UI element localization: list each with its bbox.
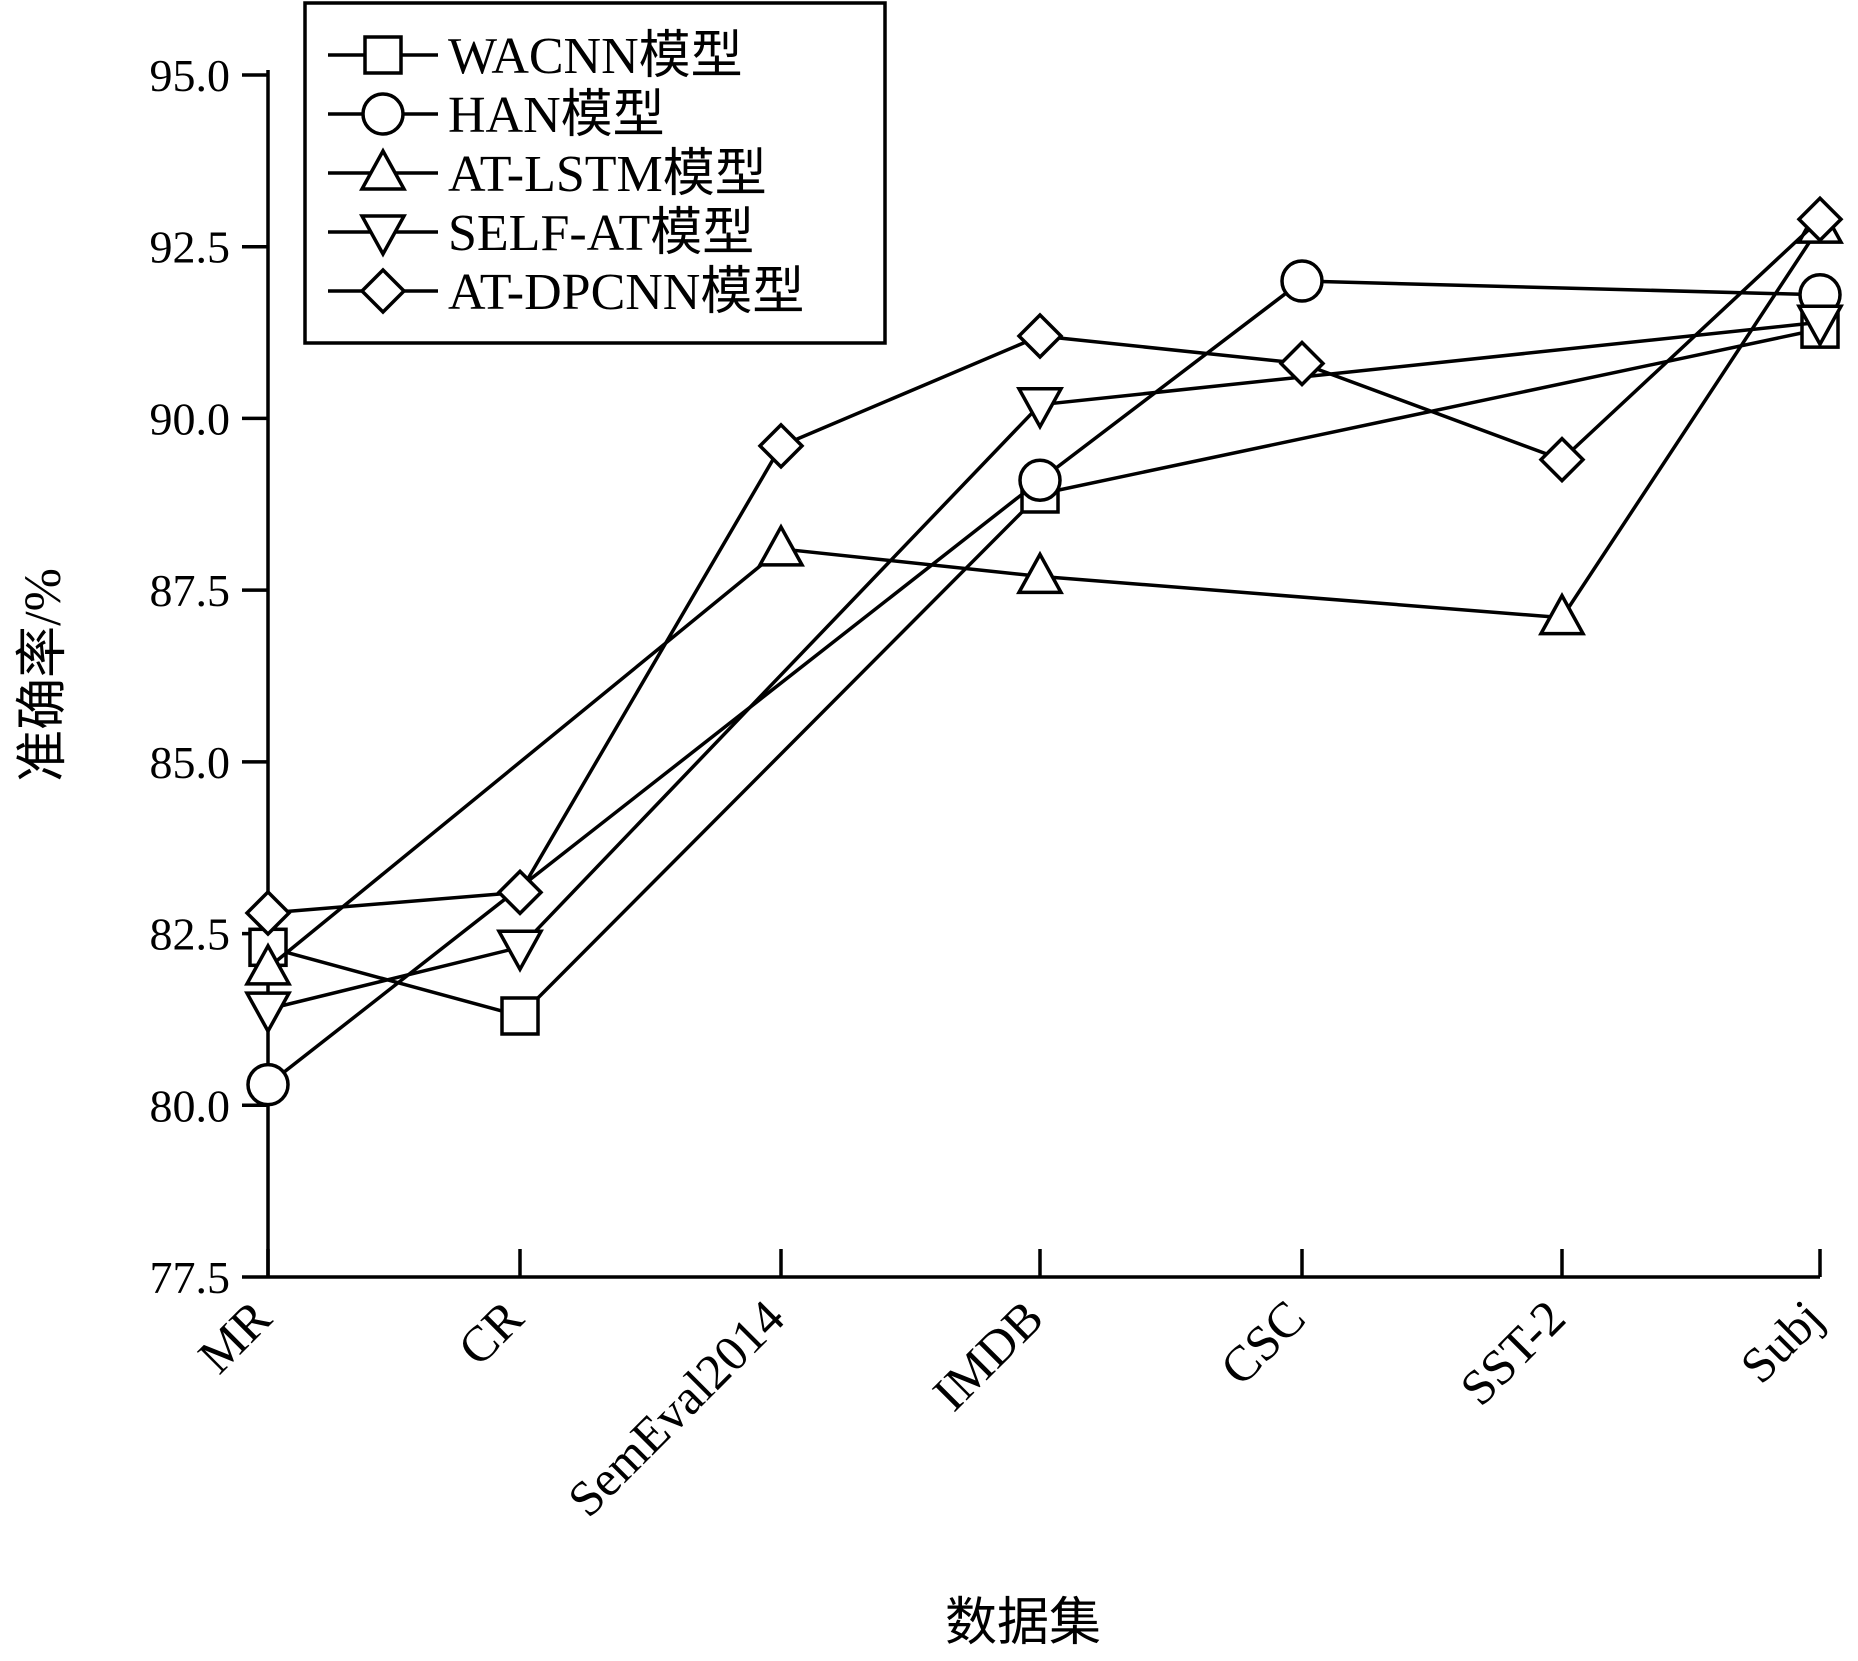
x-tick-label: IMDB xyxy=(922,1289,1054,1421)
legend-label: AT-DPCNN模型 xyxy=(448,264,804,321)
legend-label: HAN模型 xyxy=(448,87,665,144)
data-point xyxy=(757,422,805,470)
series-line xyxy=(266,279,1821,1087)
y-tick-label: 77.5 xyxy=(150,1252,231,1303)
data-point xyxy=(1278,340,1326,387)
y-tick-label: 95.0 xyxy=(150,50,231,101)
data-point xyxy=(246,1062,290,1107)
series-line xyxy=(267,320,1821,1011)
legend-marker xyxy=(359,267,407,315)
x-tick-label: CSC xyxy=(1209,1289,1315,1395)
legend-marker xyxy=(359,147,407,191)
x-tick-label: SemEval2014 xyxy=(557,1289,795,1527)
legend-marker xyxy=(363,35,403,75)
x-tick-label: CR xyxy=(447,1289,534,1376)
x-axis-title: 数据集 xyxy=(945,1595,1101,1652)
legend-entry: SELF-AT模型 xyxy=(328,205,754,262)
x-tick-label: Subj xyxy=(1729,1289,1833,1393)
data-point xyxy=(244,889,292,937)
y-axis-title: 准确率/% xyxy=(15,568,72,782)
data-point xyxy=(1796,195,1844,243)
x-tick-label: SST-2 xyxy=(1449,1289,1576,1416)
y-tick-label: 87.5 xyxy=(150,565,231,616)
data-point xyxy=(496,868,544,916)
legend-entry: WACNN模型 xyxy=(328,28,743,85)
data-point xyxy=(496,929,544,973)
y-tick-label: 92.5 xyxy=(150,222,231,273)
x-ticks: MR CR SemEval2014 IMDB CSC SST-2 Subj xyxy=(187,1249,1834,1527)
series-5 xyxy=(244,195,1844,937)
y-tick-label: 80.0 xyxy=(150,1080,231,1131)
legend-entry: HAN模型 xyxy=(328,87,665,144)
legend-label: WACNN模型 xyxy=(448,28,743,85)
data-point xyxy=(500,996,540,1036)
data-point xyxy=(1016,312,1064,360)
data-point xyxy=(1018,458,1062,502)
legend-label: SELF-AT模型 xyxy=(448,205,754,262)
data-point xyxy=(1016,550,1064,595)
series-layer xyxy=(244,195,1844,1107)
data-point xyxy=(1538,436,1586,484)
y-tick-label: 82.5 xyxy=(150,909,231,960)
data-point xyxy=(1796,304,1844,348)
legend-entry: AT-LSTM模型 xyxy=(328,146,767,203)
y-tick-label: 90.0 xyxy=(150,393,231,444)
legend-label: AT-LSTM模型 xyxy=(448,146,767,203)
y-tick-label: 85.0 xyxy=(150,737,231,788)
legend-entry: AT-DPCNN模型 xyxy=(328,264,804,321)
y-ticks: 77.5 80.0 82.5 85.0 87.5 90.0 92.5 95.0 xyxy=(150,50,268,1303)
data-point xyxy=(244,942,292,986)
legend-marker xyxy=(361,92,405,136)
data-point xyxy=(244,991,292,1035)
series-4 xyxy=(244,304,1844,1035)
data-point xyxy=(757,523,805,567)
legend-marker xyxy=(359,214,407,258)
data-point xyxy=(1538,591,1586,636)
data-point xyxy=(1280,259,1324,303)
series-line xyxy=(267,327,1821,1018)
data-point xyxy=(1016,386,1064,431)
